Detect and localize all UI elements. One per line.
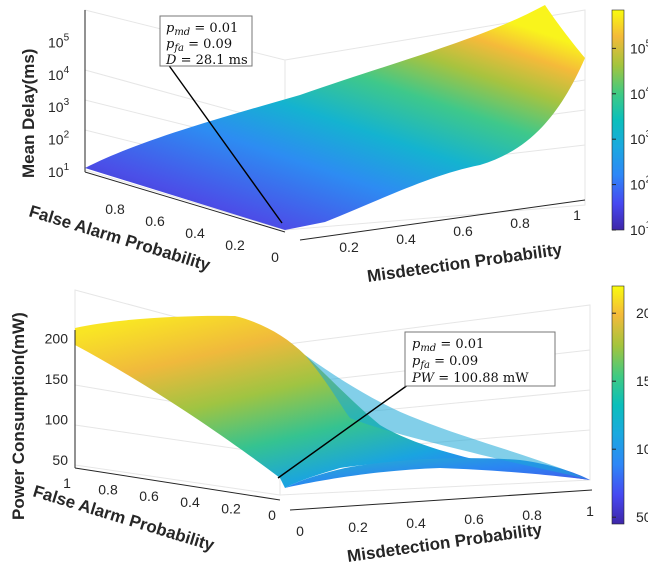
y-tick-label: 0 <box>268 507 276 523</box>
x-tick-label: 0.8 <box>510 215 530 231</box>
colorbar-tick-label: 100 <box>636 441 648 457</box>
annotation-line: pmd = 0.01 <box>166 21 238 38</box>
colorbar-tick-labels-1: 101 102 103 104 105 <box>612 38 648 238</box>
annotation-pointer-2 <box>277 381 413 479</box>
power-consumption-surface <box>75 315 590 488</box>
z-tick-label: 103 <box>48 97 70 115</box>
x-axis-line-2 <box>289 489 593 511</box>
x-axis-label-2: Misdetection Probability <box>346 520 544 566</box>
y-axis-line-2 <box>74 467 281 501</box>
y-tick-label: 0.2 <box>225 237 245 253</box>
colorbar-tick-label: 50 <box>636 509 648 525</box>
colorbar-tick-label: 101 <box>630 220 648 238</box>
y-tick-label: 0.8 <box>98 481 118 497</box>
x-tick-label: 1 <box>573 207 581 223</box>
colorbar-tick-label: 200 <box>636 305 648 321</box>
colorbar-1 <box>611 9 625 231</box>
z-tick-labels-2: 50 100 150 200 <box>45 330 69 468</box>
axis-lines-2 <box>74 330 593 511</box>
y-tick-label: 0.8 <box>105 201 125 217</box>
z-tick-labels-1: 101 102 103 104 105 <box>48 32 70 180</box>
annotation-line: pmd = 0.01 <box>412 337 484 354</box>
colorbar-tick-label: 102 <box>630 175 648 193</box>
z-tick-label: 104 <box>48 65 70 83</box>
annotation-box-1 <box>159 15 253 67</box>
annotation-line: D = 28.1 ms <box>165 53 248 68</box>
x-tick-label: 0.4 <box>396 231 416 247</box>
colorbar-tick-label: 105 <box>630 38 648 56</box>
y-tick-label: 0.2 <box>221 501 241 517</box>
y-tick-labels-1: 0 0.2 0.4 0.6 0.8 <box>105 201 279 265</box>
y-tick-label: 0.6 <box>145 213 165 229</box>
x-tick-label: 0 <box>296 523 304 539</box>
z-tick-label: 50 <box>52 452 68 468</box>
colorbar-tick-labels-2: 50 100 150 200 <box>612 305 648 525</box>
colorbar-tick-label: 103 <box>630 129 648 147</box>
y-tick-label: 0.6 <box>139 488 159 504</box>
y-tick-label: 1 <box>63 475 71 491</box>
x-axis-line-1 <box>299 199 586 241</box>
colorbar-2 <box>611 285 625 525</box>
annotation-box-2 <box>404 331 556 387</box>
z-axis-label-2: Power Consumption(mW) <box>9 312 28 520</box>
annotation-line: PW = 100.88 mW <box>411 371 529 386</box>
y-tick-label: 0.4 <box>180 494 200 510</box>
x-tick-label: 0.2 <box>348 519 368 535</box>
colorbar-tick-label: 150 <box>636 373 648 389</box>
annotation-pointer-1 <box>164 59 283 224</box>
z-tick-label: 200 <box>45 330 69 346</box>
annotation-line: pfa = 0.09 <box>412 354 478 371</box>
z-tick-label: 102 <box>48 130 70 148</box>
x-tick-label: 0.2 <box>339 239 359 255</box>
x-tick-label: 1 <box>586 503 594 519</box>
y-tick-label: 0.4 <box>185 225 205 241</box>
z-tick-label: 101 <box>48 162 70 180</box>
y-axis-line-1 <box>84 171 286 233</box>
z-tick-label: 150 <box>45 371 69 387</box>
z-axis-label-1: Mean Delay(ms) <box>19 49 38 178</box>
z-tick-label: 100 <box>45 411 69 427</box>
y-tick-label: 0 <box>271 249 279 265</box>
colorbar-tick-label: 104 <box>630 84 648 102</box>
x-tick-label: 0.8 <box>522 507 542 523</box>
x-tick-label: 0.4 <box>406 515 426 531</box>
mean-delay-surface <box>85 5 585 230</box>
axis-lines-1 <box>84 10 586 241</box>
power-surface-front-fold <box>285 458 590 488</box>
x-tick-labels-2: 0 0.2 0.4 0.6 0.8 1 <box>296 503 594 539</box>
y-axis-label-2: False Alarm Probability <box>31 482 217 555</box>
x-tick-labels-1: 0.2 0.4 0.6 0.8 1 <box>339 207 581 255</box>
z-tick-label: 105 <box>48 32 70 50</box>
annotation-line: pfa = 0.09 <box>166 37 232 54</box>
y-tick-labels-2: 0 0.2 0.4 0.6 0.8 1 <box>63 475 276 523</box>
x-tick-label: 0.6 <box>464 511 484 527</box>
x-tick-label: 0.6 <box>453 223 473 239</box>
